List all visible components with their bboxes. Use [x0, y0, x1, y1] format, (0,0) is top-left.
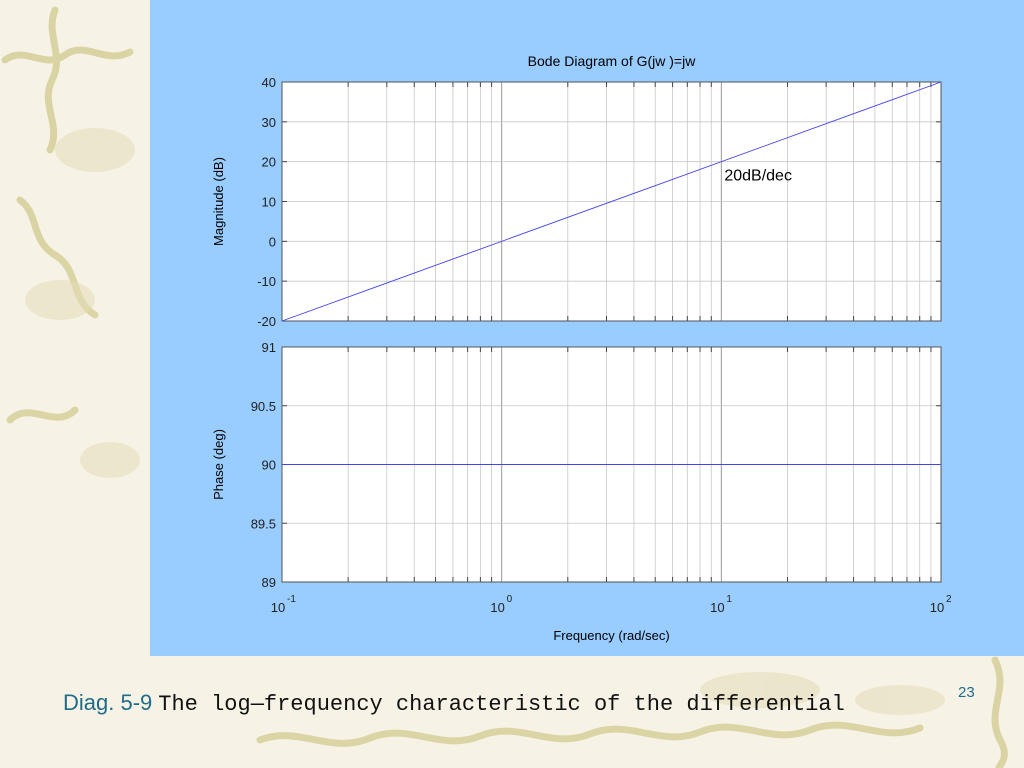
x-axis-label: Frequency (rad/sec): [553, 628, 669, 643]
annotation-slope: 20dB/dec: [724, 168, 792, 185]
vine-ornament-left: [1, 6, 134, 424]
x-tick-label: 10: [930, 600, 944, 615]
y-tick-label: 90.5: [251, 399, 276, 414]
page-number: 23: [958, 684, 975, 701]
y-tick-label: 40: [262, 75, 276, 90]
y-tick-label: -10: [257, 274, 276, 289]
x-tick-label: 10: [710, 600, 724, 615]
chart-title: Bode Diagram of G(jw )=jw: [528, 53, 697, 69]
y-tick-label: 30: [262, 115, 276, 130]
y-axis-label: Magnitude (dB): [211, 157, 226, 246]
y-tick-label: 10: [262, 195, 276, 210]
x-tick-exponent: 0: [507, 594, 513, 605]
caption-text: The log—frequency characteristic of the …: [158, 692, 845, 717]
slide-caption: Diag. 5-9 The log—frequency characteristi…: [63, 690, 845, 717]
x-tick-label: 10: [490, 600, 504, 615]
plot-panel: -20 -10 0 10 20 30 40 Magnitude (dB) Bode Diagra…: [150, 0, 1024, 656]
caption-label: Diag. 5-9: [63, 690, 153, 715]
x-tick-exponent: 2: [946, 594, 952, 605]
series-line: [281, 81, 942, 322]
y-tick-label: 89.5: [251, 516, 276, 531]
x-tick-exponent: -1: [287, 594, 296, 605]
y-tick-label: 91: [262, 340, 276, 355]
x-tick-label: 10: [271, 600, 285, 615]
vine-ornament-bottom: [256, 656, 1008, 768]
leaf-ornament: [25, 128, 945, 715]
y-tick-label: 89: [262, 575, 276, 590]
y-tick-label: 90: [262, 458, 276, 473]
x-tick-exponent: 1: [726, 594, 732, 605]
y-tick-label: 20: [262, 155, 276, 170]
y-axis-label: Phase (deg): [211, 429, 226, 500]
y-tick-label: -20: [257, 314, 276, 329]
subplot-1: -20 -10 0 10 20 30 40 Magnitude (dB) Bode Diagra…: [211, 53, 942, 329]
y-tick-label: 0: [269, 234, 276, 249]
axes-frame: [281, 81, 942, 322]
